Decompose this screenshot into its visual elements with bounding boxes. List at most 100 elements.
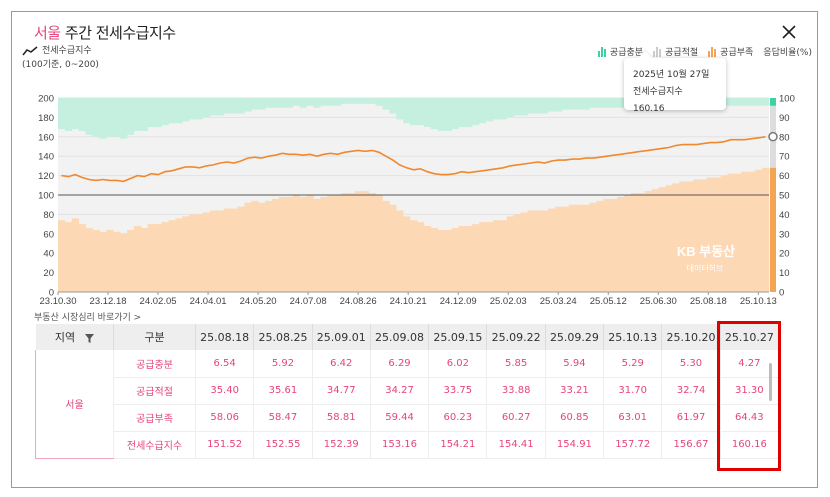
sufficient-bar	[182, 98, 190, 122]
sufficient-bar	[396, 98, 404, 120]
shortage-bar	[237, 206, 245, 292]
legend-item-adequate[interactable]: 공급적절	[653, 45, 698, 58]
shortage-bar	[534, 210, 542, 292]
value-cell: 154.21	[428, 431, 488, 459]
sufficient-bar	[285, 98, 293, 108]
shortage-bar	[410, 220, 418, 292]
sufficient-bar	[555, 98, 563, 112]
shortage-bar	[106, 229, 114, 292]
value-cell: 153.16	[370, 431, 430, 459]
header-date: 25.10.13	[603, 324, 663, 350]
shortage-bar	[64, 222, 73, 292]
value-cell: 58.47	[253, 404, 313, 432]
category-cell: 전세수급지수	[113, 431, 196, 459]
value-cell: 157.72	[603, 431, 663, 459]
header-date: 25.09.15	[428, 324, 488, 350]
sufficient-bar	[568, 98, 577, 110]
region-cell: 서울	[35, 350, 114, 459]
shortage-bar	[527, 210, 535, 292]
header-date: 25.10.27	[720, 324, 780, 350]
left-axis-tick: 200	[38, 94, 54, 105]
shortage-bar	[548, 208, 556, 292]
shortage-bar	[133, 226, 142, 292]
sufficient-bar	[382, 98, 390, 110]
supply-demand-chart[interactable]: KB 부동산데이터허브20018016014012010080604020010…	[0, 0, 830, 310]
right-axis-tick: 100	[779, 94, 795, 105]
shortage-bar	[99, 231, 107, 292]
category-cell: 공급충분	[113, 350, 196, 378]
sufficient-bar	[292, 98, 300, 106]
shortage-bar	[389, 204, 397, 292]
watermark-subtitle: 데이터허브	[687, 263, 724, 273]
table-row: 전세수급지수 151.52 152.55 152.39 153.16 154.21 154.…	[36, 431, 780, 459]
shortage-bar	[396, 210, 404, 292]
sufficient-bar	[271, 98, 280, 108]
sufficient-bar	[78, 98, 86, 131]
sufficient-bar	[479, 98, 487, 124]
shortage-bar	[216, 210, 224, 292]
shortage-bar	[444, 229, 452, 292]
legend-label-sufficient: 공급충분	[609, 48, 644, 58]
value-cell: 34.77	[312, 377, 371, 405]
shortage-bar	[679, 181, 687, 292]
shortage-bar	[354, 191, 363, 292]
sufficient-bar	[444, 98, 452, 131]
green-bars-icon	[597, 46, 606, 57]
value-cell: 60.23	[428, 404, 488, 432]
right-axis-tick: 60	[779, 171, 790, 182]
shortage-bar	[334, 195, 342, 292]
filter-icon[interactable]	[84, 333, 94, 343]
sufficient-bar	[499, 98, 507, 120]
shortage-bar	[568, 204, 577, 292]
shortage-bar	[458, 226, 466, 292]
left-axis-tick: 160	[38, 132, 54, 143]
shortage-bar	[451, 227, 459, 292]
shortage-bar	[58, 220, 66, 292]
legend-item-shortage[interactable]: 공급부족	[708, 45, 753, 58]
shortage-bar	[762, 167, 770, 292]
shortage-bar	[596, 200, 604, 292]
legend-item-sufficient[interactable]: 공급충분	[597, 45, 644, 58]
shortage-bar	[479, 222, 487, 292]
sufficient-bar	[734, 98, 742, 106]
header-category: 구분	[113, 324, 196, 350]
value-cell: 6.02	[428, 350, 488, 378]
shortage-bar	[630, 193, 639, 292]
chart-tooltip: 2025년 10월 27일 전세수급지수 160.16	[624, 58, 726, 114]
shortage-bar	[196, 214, 204, 292]
shortage-bar	[644, 191, 652, 292]
selected-point-marker	[768, 131, 778, 142]
sufficient-bar	[320, 98, 328, 106]
shortage-bar	[686, 181, 694, 292]
shortage-bar	[278, 196, 287, 292]
sufficient-bar	[237, 98, 245, 114]
value-cell: 160.16	[720, 431, 780, 459]
legend-label-shortage: 공급부족	[720, 48, 754, 58]
value-cell: 5.30	[661, 350, 721, 378]
shortage-bar	[672, 183, 680, 292]
shortage-bar	[430, 227, 438, 292]
shortage-bar	[561, 206, 570, 292]
title-city: 서울	[34, 24, 61, 42]
shortage-bar	[706, 177, 715, 292]
sufficient-bar	[741, 98, 749, 106]
sufficient-bar	[58, 98, 66, 130]
table-row: 서울 공급충분 6.54 5.92 6.42 6.29 6.02 5.85 5.94 5.29 5.…	[35, 350, 780, 459]
sufficient-bar	[541, 98, 549, 114]
sufficient-bar	[389, 98, 397, 114]
x-axis-tick: 23.12.18	[90, 296, 127, 307]
value-cell: 64.43	[720, 404, 780, 432]
index-line	[61, 136, 766, 183]
close-icon[interactable]	[779, 22, 799, 42]
value-cell: 6.42	[312, 350, 371, 378]
value-cell: 154.41	[486, 431, 546, 459]
table-scrollbar[interactable]	[769, 363, 772, 401]
series-range-note: (100기준, 0~200)	[22, 60, 99, 70]
shortage-bar	[541, 210, 549, 292]
sufficient-bar	[278, 98, 287, 108]
market-sentiment-link[interactable]: 부동산 시장심리 바로가기 >	[34, 313, 142, 323]
x-axis-tick: 24.05.20	[240, 296, 277, 307]
category-cell: 공급부족	[113, 404, 196, 432]
shortage-bar	[209, 210, 218, 292]
sufficient-bar	[161, 98, 169, 126]
